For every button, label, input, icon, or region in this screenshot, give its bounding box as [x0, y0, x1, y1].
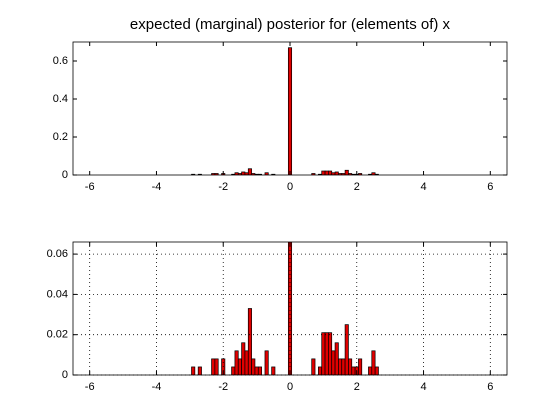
y-tick-label: 0.2 [53, 131, 68, 143]
bar [324, 170, 329, 175]
bar [371, 172, 376, 175]
x-tick-label: -4 [152, 181, 162, 193]
y-tick-label: 0.6 [53, 55, 68, 67]
bar [251, 358, 256, 375]
y-tick-label: 0.02 [47, 329, 68, 341]
bar [334, 342, 339, 375]
x-tick-label: -4 [152, 381, 162, 393]
bar [241, 342, 246, 375]
bar [237, 358, 242, 375]
bar [318, 366, 323, 375]
bar [341, 358, 346, 375]
x-tick-label: 6 [487, 181, 493, 193]
y-tick-label: 0 [62, 169, 68, 181]
x-tick-label: 2 [354, 381, 360, 393]
bar [287, 242, 293, 375]
x-tick-label: -6 [85, 381, 95, 393]
bar [247, 168, 252, 175]
bar [368, 366, 373, 375]
y-tick-label: 0.4 [53, 93, 68, 105]
bar [344, 169, 349, 175]
y-tick-label: 0 [62, 369, 68, 381]
bar [348, 358, 353, 375]
bar [331, 350, 336, 375]
bar [244, 350, 249, 375]
bar [247, 308, 252, 375]
bar [371, 350, 376, 375]
bar [321, 332, 326, 375]
y-tick-label: 0.06 [47, 248, 68, 260]
bar [321, 170, 326, 175]
bar [197, 366, 202, 375]
bar [328, 170, 333, 175]
axes-box [72, 241, 508, 376]
bar [287, 47, 293, 175]
bar [254, 366, 259, 375]
bar [257, 366, 262, 375]
bar [191, 366, 196, 375]
bar [338, 358, 343, 375]
bar [324, 332, 329, 375]
bar [264, 172, 269, 175]
bar [211, 358, 216, 375]
bar [351, 366, 356, 375]
axes-box [72, 41, 508, 176]
bar [264, 350, 269, 375]
bar [358, 358, 363, 375]
bar [234, 350, 239, 375]
bar [271, 366, 276, 375]
x-tick-label: 6 [487, 381, 493, 393]
bar [214, 358, 219, 375]
bar [328, 332, 333, 375]
x-tick-label: 4 [420, 381, 426, 393]
bar [374, 366, 379, 375]
bar [344, 324, 349, 375]
x-tick-label: -2 [218, 181, 228, 193]
x-tick-label: 2 [354, 181, 360, 193]
x-tick-label: -6 [85, 181, 95, 193]
x-tick-label: 4 [420, 181, 426, 193]
chart-title: expected (marginal) posterior for (eleme… [130, 16, 451, 33]
plot-area [191, 47, 379, 175]
x-tick-label: -2 [218, 381, 228, 393]
y-tick-label: 0.04 [47, 288, 68, 300]
bar [231, 366, 236, 375]
x-tick-label: 0 [287, 181, 293, 193]
bar [334, 171, 339, 175]
bar [241, 171, 246, 175]
x-tick-label: 0 [287, 381, 293, 393]
bar [311, 358, 316, 375]
